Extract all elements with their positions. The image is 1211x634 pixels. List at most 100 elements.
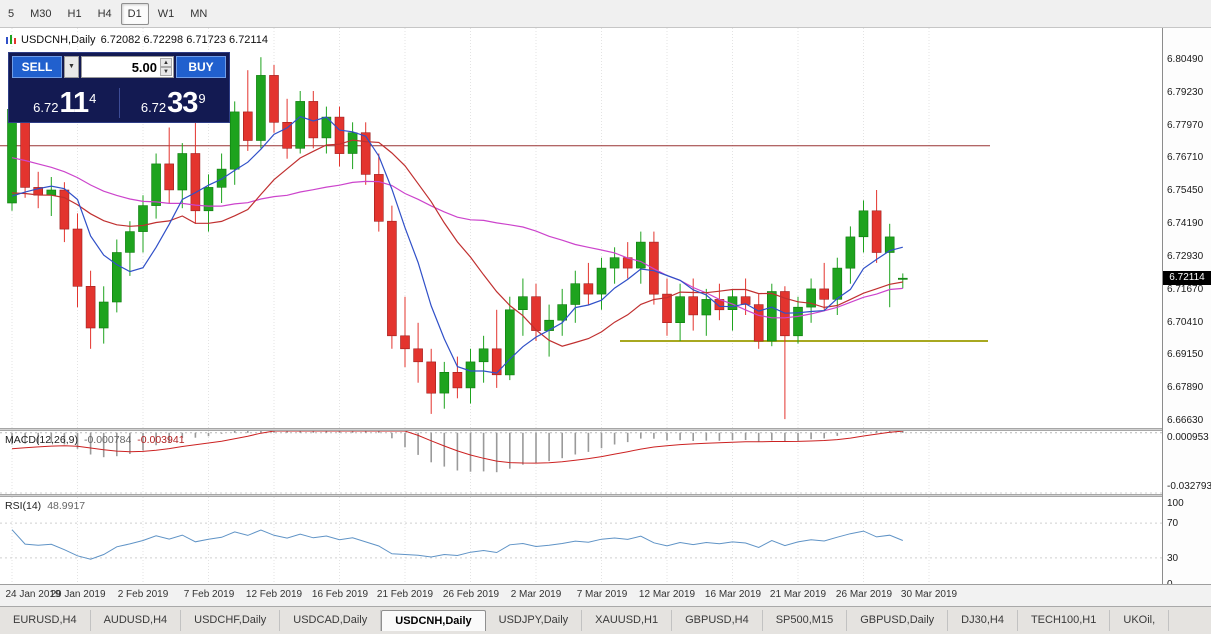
candle-body bbox=[832, 267, 843, 300]
chart-tab-USDCNH-Daily[interactable]: USDCNH,Daily bbox=[381, 610, 486, 631]
time-axis-label: 2 Feb 2019 bbox=[117, 589, 169, 600]
chart-tab-TECH100-H1[interactable]: TECH100,H1 bbox=[1018, 610, 1111, 631]
candle-body bbox=[125, 231, 135, 253]
chart-tab-SP500-M15[interactable]: SP500,M15 bbox=[763, 610, 848, 631]
candle-body bbox=[373, 174, 384, 222]
timeframe-button-W1[interactable]: W1 bbox=[157, 7, 175, 20]
time-axis-label: 26 Feb 2019 bbox=[442, 589, 500, 600]
macd-value-main: -0.000784 bbox=[83, 434, 132, 446]
macd-axis-max-label: 0.000953 bbox=[1167, 432, 1209, 443]
chart-tab-USDCHF-Daily[interactable]: USDCHF,Daily bbox=[181, 610, 281, 631]
candle-body bbox=[46, 189, 57, 196]
bid-price: 6.72 11 4 bbox=[14, 89, 116, 118]
moving-average-line-fast bbox=[11, 115, 903, 374]
chart-area: USDCNH,Daily 6.72082 6.72298 6.71723 6.7… bbox=[0, 28, 1211, 606]
candle-body bbox=[740, 296, 751, 305]
candle-body bbox=[256, 75, 266, 141]
candle-body bbox=[295, 101, 306, 149]
chart-tab-XAUUSD-H1[interactable]: XAUUSD,H1 bbox=[582, 610, 673, 631]
chart-tab-GBPUSD-H4[interactable]: GBPUSD,H4 bbox=[672, 610, 763, 631]
buy-button[interactable]: BUY bbox=[176, 56, 226, 78]
price-axis[interactable]: 6.72114 6.80490 6.79230 6.77970 6.76710 6.75… bbox=[1162, 28, 1211, 590]
chart-tab-USDJPY-Daily[interactable]: USDJPY,Daily bbox=[486, 610, 583, 631]
pane-splitter[interactable] bbox=[0, 428, 1211, 431]
rsi-axis-label: 100 bbox=[1167, 498, 1184, 509]
candle-body bbox=[557, 304, 568, 321]
chart-tab-USDCAD-Daily[interactable]: USDCAD,Daily bbox=[280, 610, 382, 631]
volume-input[interactable] bbox=[82, 57, 173, 77]
rsi-axis-label: 30 bbox=[1167, 553, 1179, 564]
pane-splitter[interactable] bbox=[0, 494, 1211, 497]
chart-tab-AUDUSD-H4[interactable]: AUDUSD,H4 bbox=[91, 610, 182, 631]
candle-body bbox=[347, 132, 358, 154]
price-axis-label: 6.75450 bbox=[1167, 185, 1204, 196]
candle-body bbox=[243, 111, 253, 141]
time-axis[interactable]: 24 Jan 2019 29 Jan 2019 2 Feb 2019 7 Feb 20… bbox=[0, 584, 1211, 606]
price-axis-label: 6.77970 bbox=[1167, 120, 1204, 131]
chart-ohlc-title: USDCNH,Daily 6.72082 6.72298 6.71723 6.7… bbox=[6, 34, 268, 46]
rsi-axis-label: 70 bbox=[1167, 518, 1179, 529]
candle-body bbox=[452, 371, 463, 389]
bid-prefix: 6.72 bbox=[33, 100, 59, 115]
price-axis-label: 6.80490 bbox=[1167, 54, 1204, 65]
volume-dropdown-button[interactable]: ▼ bbox=[64, 56, 79, 78]
price-chart-pane[interactable] bbox=[0, 28, 1162, 428]
price-axis-label: 6.70410 bbox=[1167, 317, 1204, 328]
time-axis-label: 16 Mar 2019 bbox=[704, 589, 762, 600]
time-axis-label: 30 Mar 2019 bbox=[900, 589, 958, 600]
candle-body bbox=[282, 122, 292, 149]
candle-body bbox=[897, 277, 908, 280]
candle-body bbox=[269, 75, 279, 123]
macd-axis-min-label: -0.032793 bbox=[1167, 481, 1211, 492]
timeframe-button-5[interactable]: 5 bbox=[8, 7, 15, 20]
time-axis-label: 21 Feb 2019 bbox=[376, 589, 434, 600]
macd-value-signal: -0.003941 bbox=[137, 434, 185, 446]
candle-body bbox=[609, 257, 620, 269]
timeframe-button-H4[interactable]: H4 bbox=[97, 7, 112, 20]
time-axis-label: 29 Jan 2019 bbox=[50, 589, 106, 600]
candle-body bbox=[596, 267, 607, 295]
candle-body bbox=[439, 371, 450, 394]
chart-tab-UKOil-[interactable]: UKOil, bbox=[1110, 610, 1170, 631]
candle-body bbox=[387, 220, 397, 337]
price-axis-label: 6.72930 bbox=[1167, 251, 1204, 262]
candle-body bbox=[98, 301, 109, 329]
chart-tab-DJ30-H4[interactable]: DJ30,H4 bbox=[948, 610, 1018, 631]
bid-big-digits: 11 bbox=[59, 87, 89, 119]
chart-symbol-icon bbox=[6, 35, 16, 45]
chart-tab-GBPUSD-Daily[interactable]: GBPUSD,Daily bbox=[847, 610, 949, 631]
macd-signal-line bbox=[11, 431, 903, 464]
candle-body bbox=[766, 291, 777, 342]
chart-tabs-bar: EURUSD,H4 AUDUSD,H4 USDCHF,Daily USDCAD,Dai… bbox=[0, 606, 1211, 634]
volume-increase-button[interactable]: ▲ bbox=[160, 58, 172, 67]
price-axis-label: 6.74190 bbox=[1167, 218, 1204, 229]
timeframe-button-M30[interactable]: M30 bbox=[30, 7, 52, 20]
candle-body bbox=[59, 189, 70, 230]
ask-price: 6.72 33 9 bbox=[123, 89, 225, 118]
chart-tab-EURUSD-H4[interactable]: EURUSD,H4 bbox=[0, 610, 91, 631]
moving-average-line-mid bbox=[11, 139, 903, 347]
macd-pane[interactable] bbox=[0, 431, 1162, 494]
time-axis-label: 7 Mar 2019 bbox=[576, 589, 628, 600]
volume-decrease-button[interactable]: ▼ bbox=[160, 67, 172, 76]
candle-body bbox=[229, 111, 240, 170]
timeframe-button-H1[interactable]: H1 bbox=[67, 7, 82, 20]
price-axis-label: 6.76710 bbox=[1167, 152, 1204, 163]
candle-body bbox=[858, 210, 869, 238]
rsi-line bbox=[11, 529, 903, 560]
candle-body bbox=[583, 283, 594, 295]
rsi-title: RSI(14) bbox=[5, 500, 42, 512]
candle-body bbox=[334, 116, 345, 154]
candle-body bbox=[570, 283, 581, 305]
ask-big-digits: 33 bbox=[167, 87, 198, 119]
moving-average-line-slow bbox=[11, 157, 903, 319]
volume-spinner: ▲ ▼ bbox=[160, 58, 172, 76]
candle-body bbox=[635, 241, 646, 269]
rsi-pane[interactable] bbox=[0, 497, 1162, 584]
candle-body bbox=[701, 299, 712, 316]
candle-body bbox=[465, 361, 476, 389]
timeframe-button-MN[interactable]: MN bbox=[190, 7, 208, 20]
candle-body bbox=[400, 335, 410, 350]
timeframe-button-D1[interactable]: D1 bbox=[120, 2, 149, 25]
sell-button[interactable]: SELL bbox=[12, 56, 62, 78]
